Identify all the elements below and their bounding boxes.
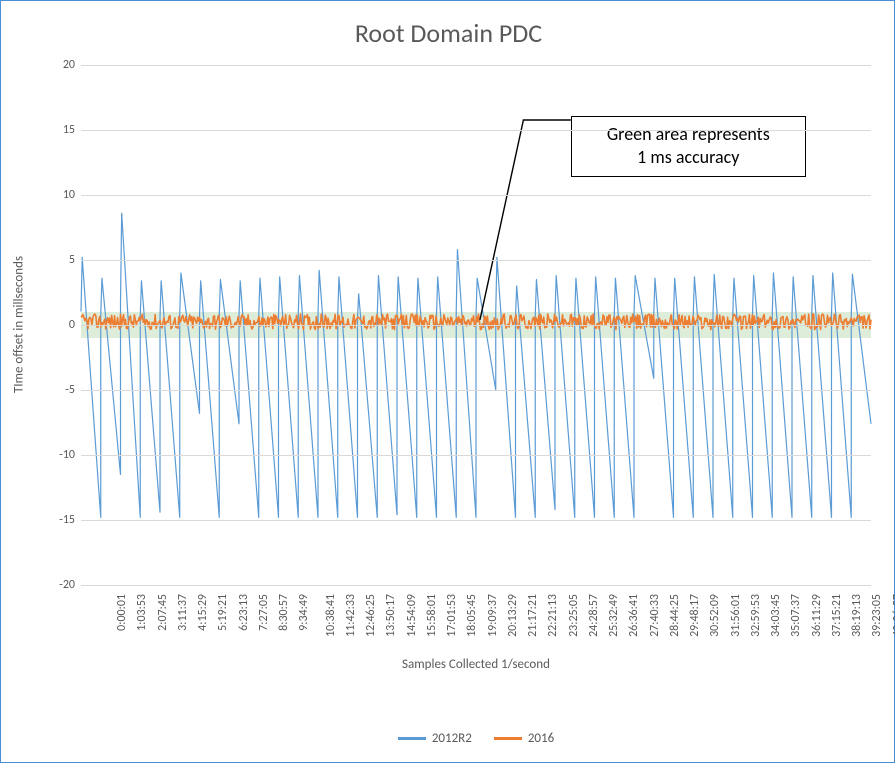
x-axis-label: Samples Collected 1/second: [81, 657, 871, 672]
gridline: [81, 130, 871, 131]
x-tick-label: 26:36:41: [627, 594, 641, 637]
gridline: [81, 390, 871, 391]
y-tick-label: -20: [59, 578, 75, 592]
x-tick-label: 19:09:37: [486, 594, 500, 637]
x-tick-label: 10:38:41: [323, 594, 337, 637]
x-tick-label: 38:19:13: [850, 594, 864, 637]
x-tick-label: 37:15:21: [830, 594, 844, 637]
x-tick-label: 32:59:53: [749, 594, 763, 637]
y-tick-label: 5: [69, 253, 75, 267]
gridline: [81, 585, 871, 586]
y-tick-label: 20: [63, 58, 75, 72]
gridline: [81, 65, 871, 66]
legend-label: 2016: [528, 731, 554, 746]
gridline: [81, 520, 871, 521]
gridline: [81, 260, 871, 261]
x-tick-label: 30:52:09: [708, 594, 722, 637]
x-tick-label: 40:26:57: [891, 594, 895, 637]
y-axis-label: TIme offset in millseconds: [12, 225, 27, 425]
x-tick-label: 6:23:13: [236, 594, 250, 631]
plot-area: Green area represents 1 ms accuracy -20-…: [81, 65, 871, 585]
x-tick-label: 29:48:17: [688, 594, 702, 637]
chart-title: Root Domain PDC: [1, 17, 895, 49]
x-tick-label: 5:19:21: [216, 594, 230, 631]
y-tick-label: -10: [59, 448, 75, 462]
x-tick-label: 12:46:25: [364, 594, 378, 637]
gridline: [81, 195, 871, 196]
gridline: [81, 325, 871, 326]
x-tick-label: 34:03:45: [769, 594, 783, 637]
y-tick-label: 10: [63, 188, 75, 202]
x-tick-label: 21:17:21: [526, 594, 540, 637]
legend-swatch: [398, 737, 426, 740]
x-tick-label: 8:30:57: [277, 594, 291, 631]
y-tick-label: 0: [69, 318, 75, 332]
x-tick-label: 17:01:53: [445, 594, 459, 637]
x-tick-label: 22:21:13: [546, 594, 560, 637]
x-tick-label: 27:40:33: [648, 594, 662, 637]
x-tick-label: 39:23:05: [870, 594, 884, 637]
chart-legend: 2012R2 2016: [81, 731, 871, 746]
callout-text-line1: Green area represents: [607, 123, 770, 145]
x-tick-label: 0:00:01: [115, 594, 129, 631]
x-tick-label: 7:27:05: [257, 594, 271, 631]
legend-item: 2016: [494, 731, 554, 746]
x-tick-label: 24:28:57: [587, 594, 601, 637]
y-tick-label: -15: [59, 513, 75, 527]
x-tick-label: 9:34:49: [297, 594, 311, 631]
x-tick-label: 13:50:17: [384, 594, 398, 637]
legend-item: 2012R2: [398, 731, 472, 746]
legend-swatch: [494, 737, 522, 740]
chart-frame: Root Domain PDC TIme offset in millsecon…: [0, 0, 895, 763]
y-tick-label: -5: [65, 383, 75, 397]
callout-annotation: Green area represents 1 ms accuracy: [571, 116, 806, 177]
x-tick-label: 36:11:29: [810, 594, 824, 637]
x-tick-label: 25:32:49: [607, 594, 621, 637]
legend-label: 2012R2: [432, 731, 472, 746]
x-tick-label: 28:44:25: [668, 594, 682, 637]
x-tick-label: 20:13:29: [506, 594, 520, 637]
callout-text-line2: 1 ms accuracy: [637, 146, 739, 168]
x-tick-label: 18:05:45: [465, 594, 479, 637]
x-tick-label: 11:42:33: [344, 594, 358, 637]
x-tick-label: 15:58:01: [425, 594, 439, 637]
gridline: [81, 455, 871, 456]
x-tick-label: 31:56:01: [729, 594, 743, 637]
x-tick-label: 23:25:05: [567, 594, 581, 637]
y-tick-label: 15: [63, 123, 75, 137]
x-tick-label: 1:03:53: [135, 594, 149, 631]
x-tick-label: 14:54:09: [405, 594, 419, 637]
x-tick-label: 2:07:45: [155, 594, 169, 631]
x-tick-label: 35:07:37: [789, 594, 803, 637]
x-tick-label: 4:15:29: [196, 594, 210, 631]
x-tick-label: 3:11:37: [176, 594, 190, 631]
